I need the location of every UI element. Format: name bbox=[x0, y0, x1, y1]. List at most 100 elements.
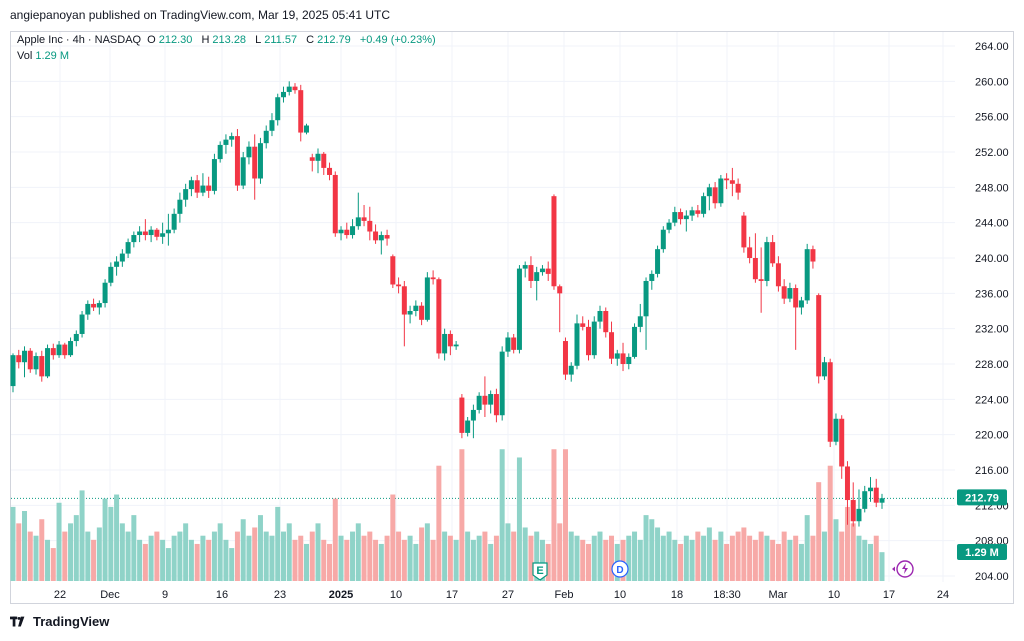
candle-body[interactable] bbox=[275, 97, 281, 121]
candle-body[interactable] bbox=[355, 217, 361, 227]
candle-body[interactable] bbox=[171, 213, 177, 230]
candle-body[interactable] bbox=[804, 249, 810, 301]
candle-body[interactable] bbox=[269, 120, 275, 131]
candle-body[interactable] bbox=[350, 226, 356, 236]
candle-body[interactable] bbox=[867, 487, 873, 492]
candle-body[interactable] bbox=[459, 397, 465, 433]
candle-body[interactable] bbox=[68, 341, 74, 356]
candle-body[interactable] bbox=[396, 284, 402, 287]
candle-body[interactable] bbox=[384, 235, 390, 239]
candle-body[interactable] bbox=[154, 229, 160, 237]
candle-body[interactable] bbox=[102, 282, 108, 304]
candle-body[interactable] bbox=[689, 210, 695, 216]
candle-body[interactable] bbox=[200, 185, 206, 193]
candle-body[interactable] bbox=[488, 394, 494, 405]
candle-body[interactable] bbox=[280, 91, 286, 98]
candle-body[interactable] bbox=[781, 286, 787, 299]
candle-body[interactable] bbox=[741, 215, 747, 248]
candle-body[interactable] bbox=[16, 355, 22, 363]
candle-body[interactable] bbox=[73, 333, 79, 342]
candle-body[interactable] bbox=[626, 356, 632, 364]
candle-body[interactable] bbox=[10, 355, 16, 387]
candle-body[interactable] bbox=[131, 235, 137, 243]
candle-body[interactable] bbox=[338, 229, 344, 234]
candle-body[interactable] bbox=[620, 353, 626, 364]
candle-body[interactable] bbox=[844, 466, 850, 501]
candle-body[interactable] bbox=[413, 305, 419, 311]
candle-body[interactable] bbox=[833, 418, 839, 442]
candle-body[interactable] bbox=[539, 268, 545, 273]
candle-body[interactable] bbox=[718, 178, 724, 204]
candle-body[interactable] bbox=[862, 491, 868, 509]
candle-body[interactable] bbox=[712, 187, 718, 204]
candle-body[interactable] bbox=[85, 303, 91, 315]
candle-body[interactable] bbox=[407, 311, 413, 315]
candle-body[interactable] bbox=[856, 508, 862, 522]
candle-body[interactable] bbox=[695, 210, 701, 214]
candle-body[interactable] bbox=[839, 418, 845, 467]
candle-body[interactable] bbox=[240, 157, 246, 186]
candle-body[interactable] bbox=[206, 185, 212, 191]
candle-body[interactable] bbox=[62, 344, 68, 356]
candle-body[interactable] bbox=[211, 159, 217, 191]
candle-body[interactable] bbox=[683, 215, 689, 220]
candle-body[interactable] bbox=[798, 300, 804, 308]
candle-body[interactable] bbox=[747, 247, 753, 258]
candle-body[interactable] bbox=[534, 272, 540, 281]
candle-body[interactable] bbox=[557, 286, 563, 294]
candle-body[interactable] bbox=[585, 326, 591, 356]
candle-body[interactable] bbox=[873, 487, 879, 503]
candle-body[interactable] bbox=[787, 288, 793, 299]
candle-body[interactable] bbox=[424, 277, 430, 320]
candle-body[interactable] bbox=[246, 146, 252, 158]
candle-body[interactable] bbox=[183, 189, 189, 200]
candle-body[interactable] bbox=[649, 273, 655, 281]
candle-body[interactable] bbox=[758, 279, 764, 281]
candle-body[interactable] bbox=[770, 242, 776, 264]
candle-body[interactable] bbox=[229, 136, 235, 140]
candle-body[interactable] bbox=[465, 420, 471, 433]
candle-body[interactable] bbox=[79, 314, 85, 334]
candle-body[interactable] bbox=[827, 362, 833, 442]
candle-body[interactable] bbox=[528, 265, 534, 281]
candle-body[interactable] bbox=[137, 231, 143, 236]
candle-body[interactable] bbox=[810, 249, 816, 262]
candle-body[interactable] bbox=[252, 146, 258, 179]
candle-body[interactable] bbox=[614, 353, 620, 359]
candle-body[interactable] bbox=[752, 258, 758, 280]
candle-body[interactable] bbox=[551, 196, 557, 287]
candle-body[interactable] bbox=[821, 362, 827, 377]
candle-body[interactable] bbox=[373, 231, 379, 241]
candle-body[interactable] bbox=[666, 222, 672, 230]
candle-body[interactable] bbox=[367, 220, 373, 232]
candle-body[interactable] bbox=[160, 233, 166, 237]
candle-body[interactable] bbox=[148, 229, 154, 236]
candle-body[interactable] bbox=[378, 235, 384, 241]
candle-body[interactable] bbox=[574, 323, 580, 366]
candle-body[interactable] bbox=[724, 178, 730, 181]
candle-body[interactable] bbox=[188, 180, 194, 190]
candle-body[interactable] bbox=[609, 332, 615, 359]
candle-body[interactable] bbox=[223, 139, 229, 145]
candle-body[interactable] bbox=[632, 326, 638, 357]
candle-body[interactable] bbox=[234, 136, 240, 186]
candle-body[interactable] bbox=[775, 263, 781, 287]
candle-body[interactable] bbox=[45, 348, 51, 377]
candle-body[interactable] bbox=[390, 256, 396, 285]
candle-body[interactable] bbox=[591, 321, 597, 356]
candle-body[interactable] bbox=[108, 266, 114, 283]
candle-body[interactable] bbox=[22, 350, 28, 363]
candle-body[interactable] bbox=[580, 323, 586, 327]
candle-body[interactable] bbox=[879, 498, 885, 503]
candle-body[interactable] bbox=[321, 153, 327, 168]
candle-body[interactable] bbox=[298, 90, 304, 133]
candle-body[interactable] bbox=[603, 311, 609, 333]
candle-body[interactable] bbox=[119, 253, 125, 262]
candle-body[interactable] bbox=[194, 180, 200, 193]
candle-body[interactable] bbox=[568, 365, 574, 375]
candle-body[interactable] bbox=[655, 249, 661, 274]
candle-body[interactable] bbox=[516, 268, 522, 350]
candle-body[interactable] bbox=[706, 187, 712, 197]
candle-body[interactable] bbox=[257, 143, 263, 179]
candle-body[interactable] bbox=[729, 180, 735, 184]
